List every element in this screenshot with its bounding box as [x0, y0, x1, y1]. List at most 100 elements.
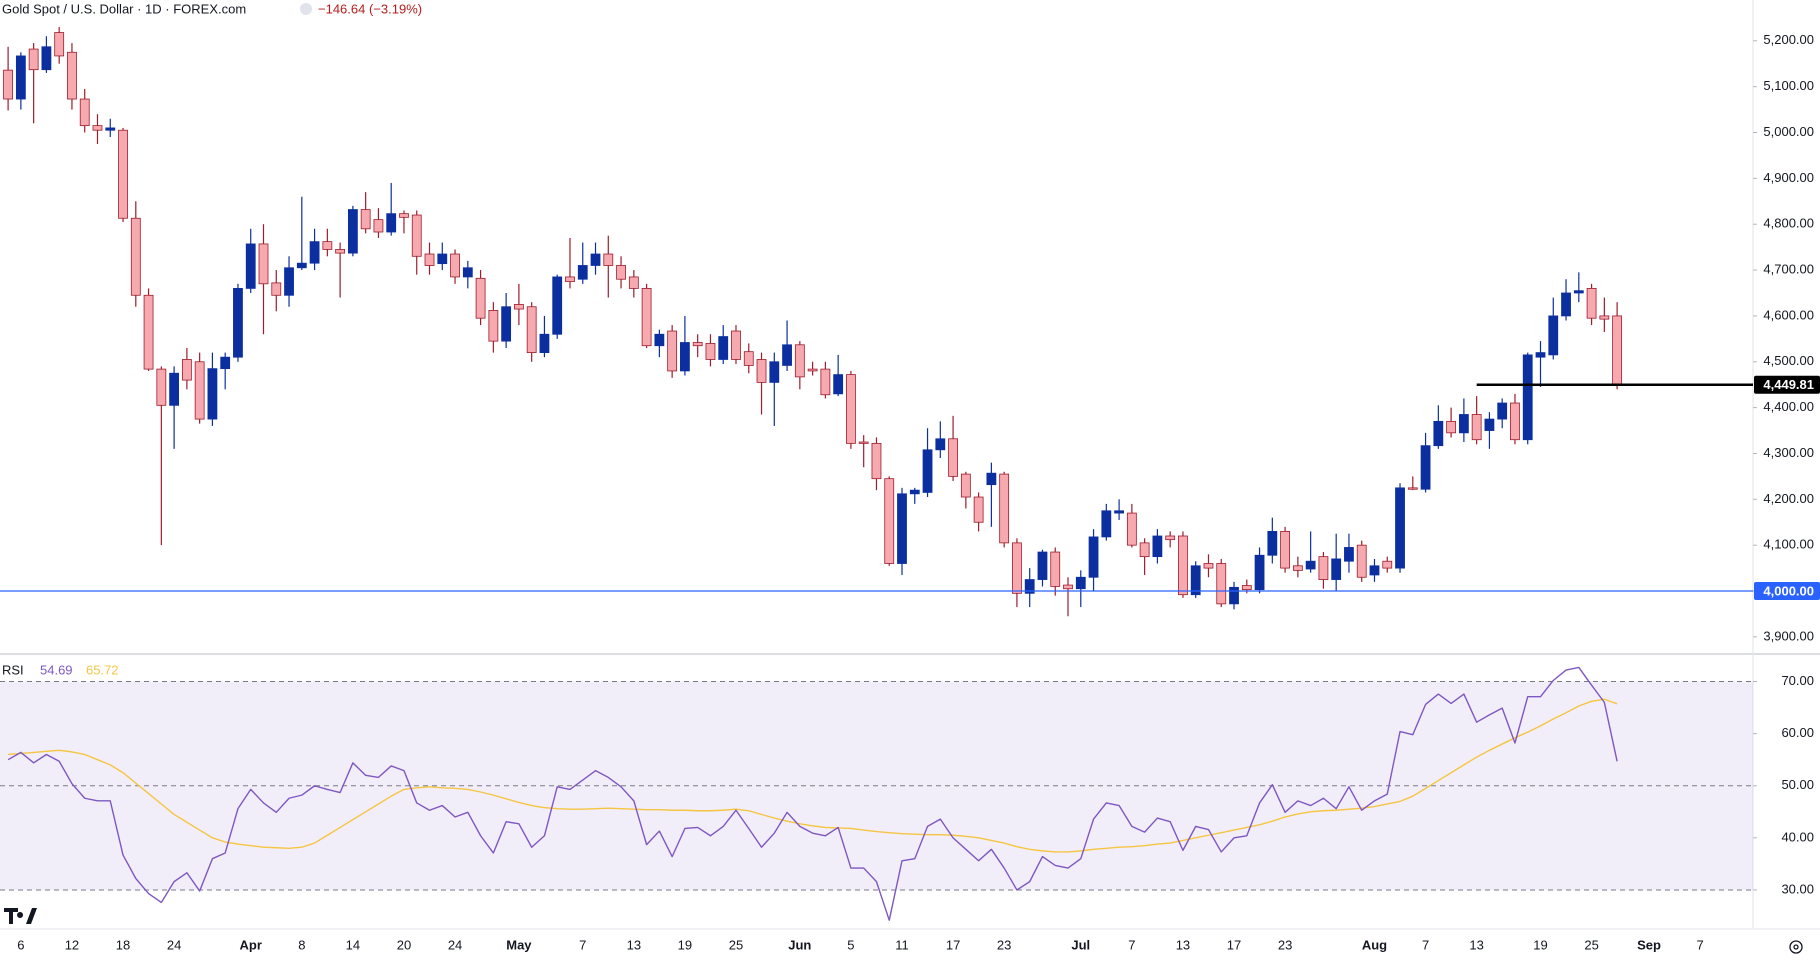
candle-body: [922, 449, 933, 493]
candle-body: [999, 473, 1010, 544]
candle-body: [309, 241, 320, 264]
y-tick-label: 4,900.00: [1763, 170, 1814, 185]
candle-body: [1292, 565, 1303, 571]
candle-body: [296, 262, 307, 269]
candle-body: [705, 343, 716, 360]
candle-body: [1101, 510, 1112, 538]
candle-body: [1369, 565, 1380, 576]
x-tick-label: 23: [997, 937, 1011, 952]
y-tick-label: 5,100.00: [1763, 78, 1814, 93]
candle-body: [1216, 563, 1227, 605]
x-tick-label: 14: [346, 937, 360, 952]
x-tick-label: 13: [627, 937, 641, 952]
candle-body: [1573, 290, 1584, 294]
candle-body: [1126, 512, 1137, 546]
y-tick-label: 70.00: [1781, 673, 1814, 688]
candle-body: [552, 276, 563, 335]
candle-body: [1254, 554, 1265, 591]
candle-body: [973, 496, 984, 523]
y-tick-label: 4,300.00: [1763, 445, 1814, 460]
rsi-value: 54.69: [40, 662, 73, 677]
candle-body: [1152, 535, 1163, 558]
candle-body: [1190, 565, 1201, 596]
settings-gear[interactable]: [1789, 940, 1803, 954]
x-tick-label: 13: [1469, 937, 1483, 952]
x-tick-label: 17: [946, 937, 960, 952]
candle-body: [1471, 414, 1482, 441]
candle-body: [424, 253, 435, 266]
x-tick-label: 12: [65, 937, 79, 952]
y-tick-label: 4,600.00: [1763, 307, 1814, 322]
candle-body: [884, 478, 895, 564]
price-label: 4,449.81: [1763, 377, 1814, 392]
candle-body: [871, 442, 882, 480]
settings-gear-center[interactable]: [1793, 944, 1799, 950]
y-tick-label: 50.00: [1781, 777, 1814, 792]
candle-body: [1599, 315, 1610, 320]
candle-body: [833, 374, 844, 395]
rsi-line: [7, 666, 1618, 921]
candle-body: [782, 344, 792, 366]
status-dot: [300, 3, 312, 15]
candle-body: [858, 441, 869, 444]
candle-body: [335, 249, 346, 254]
candle-body: [960, 473, 971, 498]
y-tick-label: 4,200.00: [1763, 491, 1814, 506]
candle-body: [41, 46, 52, 71]
candle-body: [1165, 535, 1176, 541]
candle-body: [1037, 551, 1048, 580]
x-tick-label: Sep: [1637, 937, 1661, 952]
y-tick-label: 4,800.00: [1763, 216, 1814, 231]
candle-body: [1229, 586, 1239, 605]
x-tick-label: 18: [116, 937, 130, 952]
candle-body: [1548, 315, 1559, 356]
symbol-title: Gold Spot / U.S. Dollar · 1D · FOREX.com: [2, 1, 246, 16]
candle-body: [1382, 560, 1393, 569]
candle-body: [514, 304, 524, 310]
candle-body: [1318, 556, 1329, 580]
candle-body: [1088, 536, 1099, 578]
candle-body: [143, 294, 154, 370]
candle-body: [1561, 292, 1571, 317]
candle-body: [220, 356, 231, 370]
candle-body: [488, 310, 499, 342]
candle-body: [1497, 402, 1508, 420]
x-tick-label: 7: [579, 937, 586, 952]
candle-body: [1433, 420, 1444, 447]
candle-body: [1612, 315, 1623, 386]
candle-body: [1241, 585, 1252, 591]
candle-body: [284, 267, 294, 296]
candle-body: [820, 368, 831, 396]
candle-body: [15, 55, 26, 100]
candle-body: [411, 214, 422, 257]
candle-body: [616, 265, 626, 280]
candle-body: [1510, 402, 1520, 441]
candle-body: [680, 342, 690, 372]
y-tick-label: 4,400.00: [1763, 399, 1814, 414]
candle-body: [322, 241, 333, 250]
candle-body: [1075, 576, 1086, 590]
candle-body: [3, 69, 13, 100]
candle-body: [1305, 560, 1316, 570]
candle-body: [935, 438, 946, 451]
candle-body: [1484, 418, 1495, 431]
candle-body: [909, 489, 920, 495]
candle-body: [654, 333, 665, 347]
settings-icon[interactable]: [1789, 940, 1803, 954]
x-tick-label: 25: [729, 937, 743, 952]
plot-layer: 5,200.00 5,100.00 5,000.00 4,900.00 4,800.00…: [0, 27, 1820, 952]
candle-body: [1267, 531, 1278, 556]
candle-body: [590, 253, 601, 266]
x-tick-label: 11: [895, 937, 909, 952]
candle-body: [1331, 558, 1342, 580]
candle-body: [807, 368, 818, 372]
x-tick-label: 25: [1584, 937, 1598, 952]
candle-body: [1446, 420, 1457, 434]
x-tick-label: Aug: [1362, 937, 1387, 952]
logo-shape: [4, 908, 37, 924]
x-tick-label: 23: [1278, 937, 1292, 952]
candle-body: [169, 372, 180, 406]
x-tick-label: 13: [1176, 937, 1190, 952]
x-tick-label: Jul: [1071, 937, 1090, 952]
